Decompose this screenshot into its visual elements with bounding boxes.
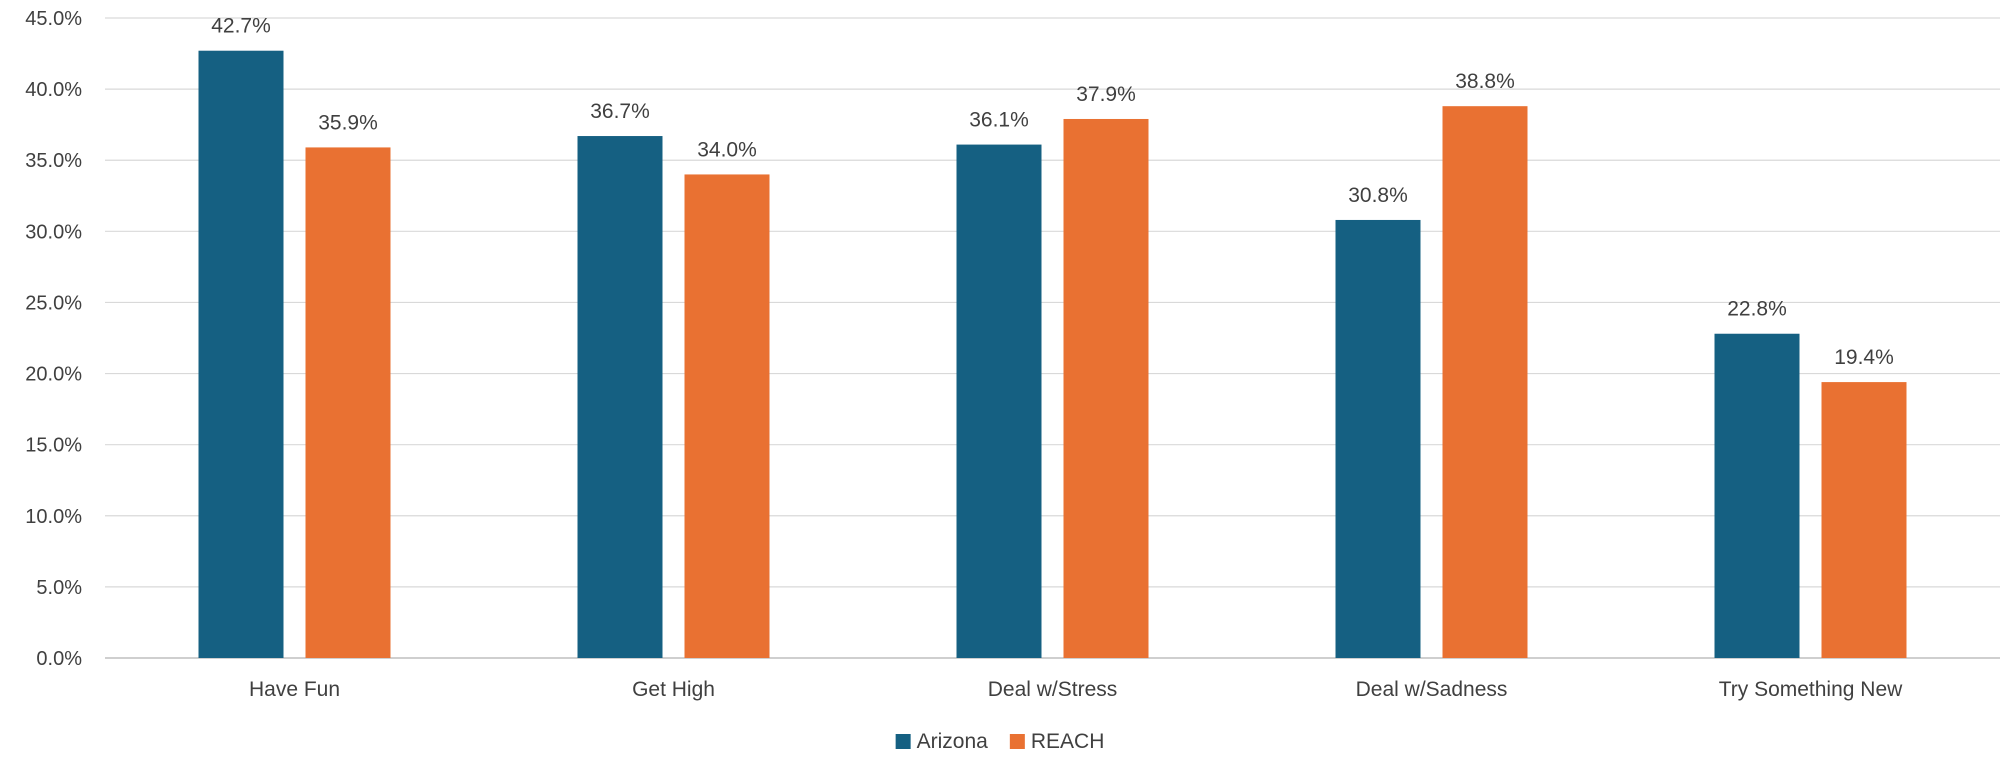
bars [198,50,1907,659]
bar-arizona [198,50,284,658]
bar-reach [684,174,770,658]
legend-label: Arizona [917,730,989,753]
legend-swatch [895,734,911,749]
y-tick-label: 35.0% [25,150,82,172]
bar-reach [1442,106,1528,658]
bar-reach [1821,382,1907,658]
y-tick-label: 40.0% [25,79,82,101]
bar-arizona [577,136,663,659]
bar-arizona [956,144,1042,659]
data-label: 36.1% [969,109,1029,132]
legend-swatch [1009,734,1025,749]
y-tick-label: 20.0% [25,364,82,386]
legend-item: Arizona [895,730,989,753]
y-tick-label: 0.0% [36,648,82,670]
data-label: 37.9% [1076,83,1136,106]
category-label: Deal w/Sadness [1356,678,1508,701]
category-label: Deal w/Stress [988,678,1118,701]
y-tick-label: 10.0% [25,506,82,528]
legend-item: REACH [1009,730,1105,753]
x-axis-category-labels: Have Fun Get High Deal w/Stress Deal w/Sadn… [249,678,1903,701]
data-label: 30.8% [1348,184,1408,207]
data-label: 19.4% [1834,346,1894,369]
y-tick-label: 15.0% [25,435,82,457]
bar-arizona [1714,333,1800,658]
y-tick-label: 5.0% [36,577,82,599]
data-label: 34.0% [697,138,757,161]
data-label: 36.7% [590,100,650,123]
bar-arizona [1335,219,1421,658]
y-tick-label: 30.0% [25,221,82,243]
y-axis-tick-labels: 0.0% 5.0% 10.0% 15.0% 20.0% 25.0% 30.0% 35.0% 40… [25,8,82,670]
data-label: 22.8% [1727,298,1787,321]
gridlines [105,17,2000,659]
data-labels: 42.7% 35.9% 36.7% 34.0% 36.1% 37.9% 30.8% 38.8%… [211,15,1894,369]
y-tick-label: 45.0% [25,8,82,30]
category-label: Have Fun [249,678,340,701]
bar-reach [1063,118,1149,658]
data-label: 38.8% [1455,70,1515,93]
category-label: Get High [632,678,715,701]
data-label: 35.9% [318,111,378,134]
category-label: Try Something New [1719,678,1903,701]
legend-label: REACH [1031,730,1105,753]
data-label: 42.7% [211,15,271,38]
bar-reach [305,147,391,658]
y-tick-label: 25.0% [25,292,82,314]
legend: Arizona REACH [895,730,1105,753]
